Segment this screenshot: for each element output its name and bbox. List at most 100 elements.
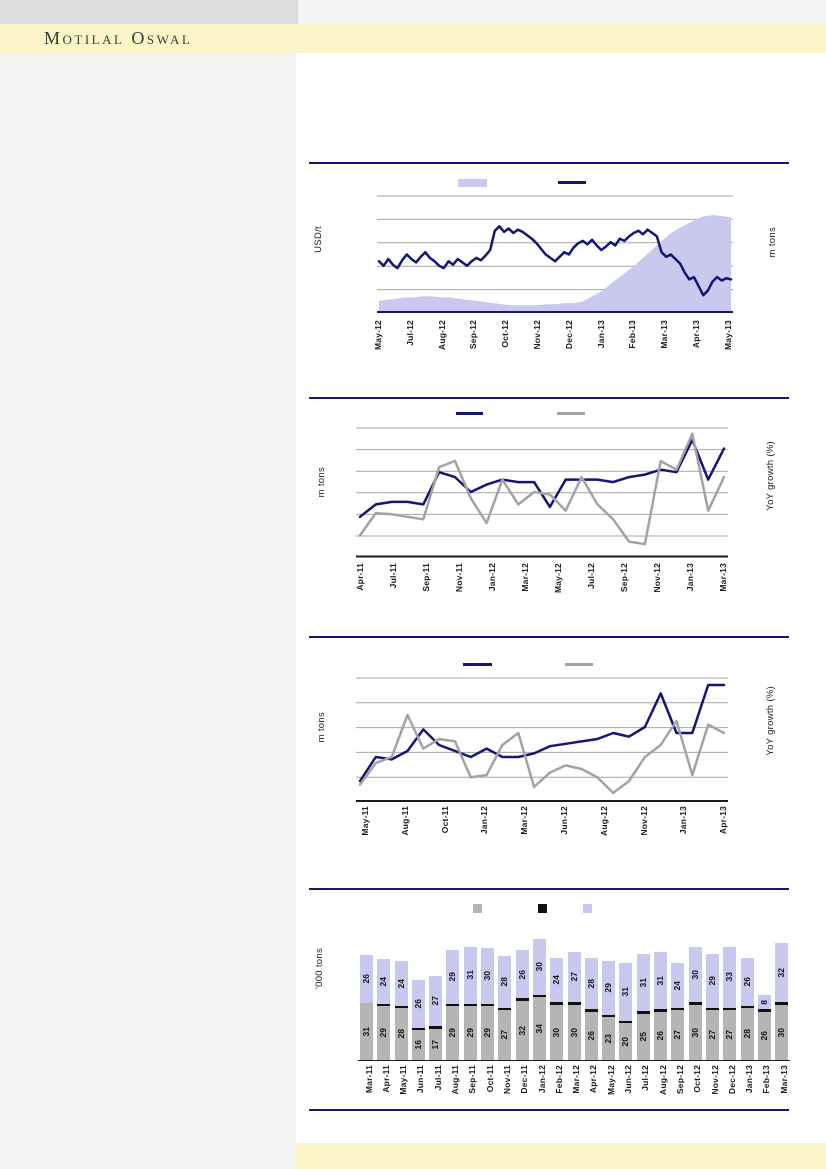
bar-segment-gray: 28	[394, 1008, 408, 1060]
bar-value-label: 28	[585, 978, 596, 989]
bar-value-label: 24	[672, 980, 683, 991]
bar-segment-gray: 26	[654, 1011, 668, 1060]
bar-value-label: 29	[464, 1028, 475, 1038]
bar-segment-black	[636, 1011, 650, 1014]
chart4-bottom-rule	[309, 1109, 789, 1111]
bar-segment-gray: 16	[411, 1030, 425, 1060]
bar-value-label: 28	[395, 1029, 406, 1039]
x-tick-label: Sep-11	[421, 563, 431, 592]
bar-segment-gray: 28	[740, 1008, 754, 1060]
bar-segment-purple: 29	[602, 961, 616, 1015]
x-tick-label: May-12	[553, 563, 563, 594]
chart1-legend-line-swatch	[558, 181, 586, 184]
bar-segment-black	[481, 1003, 495, 1007]
chart4-legend-black-swatch	[538, 904, 547, 913]
x-tick-label: Jan-12	[479, 806, 490, 835]
stacked-bar: 28 26	[584, 957, 598, 1060]
x-tick-label: Aug-12	[657, 1065, 668, 1096]
bar-segment-purple: 27	[429, 976, 443, 1027]
bar-segment-gray: 27	[671, 1010, 685, 1060]
bar-value-label: 30	[551, 1027, 562, 1037]
x-tick-label: Jul-11	[432, 1065, 443, 1091]
chart1-left-axis-title: USD/t	[313, 226, 324, 253]
bar-segment-gray: 27	[498, 1010, 512, 1060]
x-tick-label: Feb-13	[761, 1065, 772, 1094]
chart3-legend-navy-swatch	[463, 663, 492, 666]
chart3-left-axis-title: m tons	[316, 712, 327, 743]
x-tick-label: May-13	[722, 320, 733, 351]
bar-segment-gray: 26	[757, 1011, 771, 1060]
bar-segment-purple: 24	[671, 963, 685, 1008]
bar-segment-purple: 24	[550, 957, 564, 1002]
chart4-left-axis-title: '000 tons	[314, 948, 325, 989]
bar-segment-black	[723, 1007, 737, 1011]
bar-value-label: 27	[724, 1030, 735, 1040]
bar-segment-purple: 28	[498, 955, 512, 1008]
bar-value-label: 27	[499, 1030, 510, 1040]
chart2-legend-navy-swatch	[456, 412, 483, 415]
stacked-bar: 26 31	[360, 954, 373, 1060]
x-tick-label: Jan-13	[595, 320, 606, 349]
bar-value-label: 28	[499, 976, 510, 987]
bar-segment-black	[740, 1005, 754, 1009]
stacked-bar: 26 16	[411, 979, 425, 1060]
x-tick-label: Jun-12	[559, 806, 569, 835]
bar-segment-purple: 26	[740, 957, 754, 1006]
x-tick-label: Apr-11	[355, 563, 365, 591]
x-tick-label: Sep-11	[467, 1065, 478, 1094]
x-tick-label: Mar-12	[520, 563, 530, 592]
bar-segment-black	[446, 1003, 460, 1007]
bar-value-label: 34	[533, 1023, 544, 1034]
bar-value-label: 30	[776, 1027, 787, 1037]
x-tick-label: Nov-12	[709, 1065, 720, 1095]
bar-segment-gray: 17	[429, 1028, 443, 1060]
bar-segment-gray: 29	[463, 1006, 477, 1060]
bar-segment-purple: 33	[723, 946, 737, 1008]
x-tick-label: Mar-12	[571, 1065, 582, 1094]
bar-value-label: 31	[620, 987, 631, 997]
x-tick-label: Oct-11	[484, 1065, 495, 1093]
bar-value-label: 30	[482, 971, 493, 981]
bar-segment-purple: 24	[377, 959, 391, 1004]
chart4-legend-purple-swatch	[583, 904, 592, 913]
bar-segment-gray: 27	[705, 1010, 719, 1060]
x-tick-label: Mar-11	[363, 1065, 374, 1094]
bar-segment-purple: 30	[688, 946, 702, 1002]
bar-value-label: 24	[395, 978, 406, 989]
stacked-bar: 29 29	[446, 950, 460, 1060]
chart1-legend-area-swatch	[458, 179, 487, 187]
x-tick-label: May-11	[398, 1065, 409, 1095]
stacked-bar: 24 30	[550, 957, 564, 1060]
bar-segment-black	[619, 1020, 633, 1023]
bar-segment-black	[515, 998, 529, 1001]
bar-value-label: 29	[447, 1028, 458, 1038]
bar-value-label: 20	[620, 1036, 631, 1047]
bar-segment-gray: 26	[584, 1011, 598, 1060]
chart2-plot-svg	[356, 427, 728, 558]
bar-segment-black	[757, 1009, 771, 1012]
bar-segment-purple: 26	[360, 954, 373, 1003]
bar-segment-purple: 30	[481, 948, 495, 1004]
bar-value-label: 25	[637, 1032, 648, 1042]
x-tick-label: Apr-13	[718, 806, 729, 835]
bar-value-label: 30	[689, 1027, 700, 1037]
x-tick-label: Apr-13	[691, 320, 701, 349]
bar-value-label: 30	[568, 1027, 579, 1037]
bar-segment-gray: 27	[723, 1010, 737, 1060]
chart4-bars-plot: 26 31 24 29 24 28 26 16 27 17 29 29 31 29 30 29 28 27 26 32…	[358, 934, 790, 1061]
chart4-top-rule	[309, 888, 789, 890]
bar-segment-purple: 29	[446, 950, 460, 1004]
bar-value-label: 32	[776, 967, 787, 978]
x-tick-label: Aug-11	[399, 806, 410, 836]
bar-value-label: 27	[430, 996, 441, 1006]
header-light-strip	[298, 0, 826, 24]
x-tick-label: May-12	[605, 1065, 616, 1096]
x-tick-label: Apr-11	[380, 1065, 391, 1093]
bar-segment-gray: 34	[532, 997, 546, 1060]
x-tick-label: Mar-13	[778, 1065, 789, 1094]
bar-value-label: 27	[568, 972, 579, 982]
x-tick-label: Jan-13	[678, 806, 689, 835]
chart2-right-axis-title: YoY growth (%)	[765, 441, 776, 511]
chart3-right-axis-title: YoY growth (%)	[765, 686, 776, 756]
bar-value-label: 24	[378, 976, 389, 987]
